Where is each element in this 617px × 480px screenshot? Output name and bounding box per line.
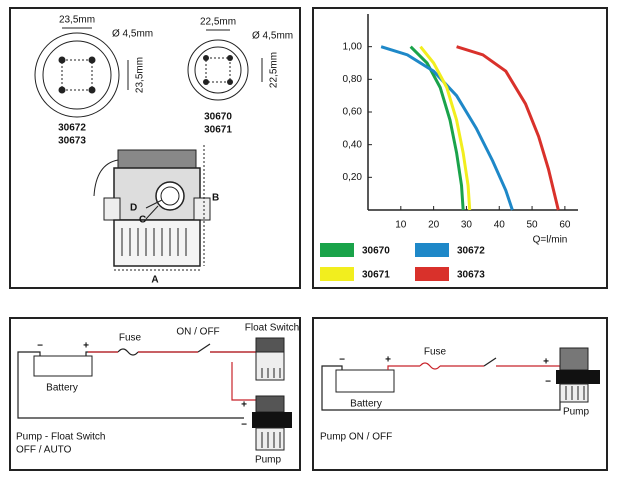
model: 30670	[204, 112, 232, 123]
caption: Pump ON / OFF	[320, 432, 392, 443]
caption: OFF / AUTO	[16, 445, 72, 456]
label: Float Switch	[245, 323, 299, 334]
curve	[380, 45, 514, 211]
label: Battery	[350, 399, 382, 410]
x-axis-label: Q=l/min	[533, 235, 568, 246]
label: Pump	[255, 455, 282, 466]
pump-drawing	[93, 145, 211, 271]
flange-small	[187, 29, 263, 101]
y-tick-label: 0,80	[343, 74, 363, 85]
panel	[9, 7, 301, 289]
y-tick-label: 0,60	[343, 107, 363, 118]
legend-label: 30672	[457, 246, 485, 257]
curve	[456, 45, 560, 211]
legend-swatch	[320, 243, 354, 257]
model: 30673	[58, 136, 86, 147]
dim-label: B	[212, 193, 219, 204]
caption: Pump - Float Switch	[16, 432, 105, 443]
dim: Ø 4,5mm	[112, 29, 153, 40]
legend-swatch	[320, 267, 354, 281]
flange-large	[34, 27, 129, 118]
legend-label: 30671	[362, 270, 390, 281]
label: Pump	[563, 407, 590, 418]
x-tick-label: 10	[395, 220, 407, 231]
model: 30671	[204, 125, 232, 136]
chart: 0,20 0,40 0,60 0,80 1,00 10 20 30 40 50 60 Q=l/min 3…	[320, 14, 578, 281]
legend-swatch	[415, 243, 449, 257]
dim-label: A	[151, 275, 158, 286]
sign: +	[543, 357, 549, 368]
legend-swatch	[415, 267, 449, 281]
model: 30672	[58, 123, 86, 134]
x-tick-label: 40	[494, 220, 506, 231]
panel	[9, 317, 301, 471]
y-tick-label: 1,00	[343, 41, 363, 52]
wiring	[17, 337, 292, 451]
wiring	[321, 347, 600, 411]
x-tick-label: 20	[428, 220, 440, 231]
x-tick-label: 30	[461, 220, 473, 231]
label: ON / OFF	[176, 327, 219, 338]
dim-label: C	[139, 215, 146, 226]
sign: +	[241, 400, 247, 411]
dim: 22,5mm	[200, 17, 236, 28]
label: Fuse	[424, 347, 447, 358]
curve	[409, 45, 465, 211]
dim: 22,5mm	[269, 52, 280, 88]
dim: Ø 4,5mm	[252, 31, 293, 42]
sign: +	[385, 355, 391, 366]
y-tick-label: 0,40	[343, 139, 363, 150]
curve	[419, 45, 472, 211]
sign: +	[83, 341, 89, 352]
dim-label: D	[130, 203, 137, 214]
sign: −	[339, 355, 345, 366]
x-tick-label: 60	[559, 220, 571, 231]
legend-label: 30670	[362, 246, 390, 257]
sign: −	[37, 341, 43, 352]
sign: −	[545, 377, 551, 388]
x-tick-label: 50	[527, 220, 539, 231]
legend-label: 30673	[457, 270, 485, 281]
y-tick-label: 0,20	[343, 172, 363, 183]
sign: −	[241, 420, 247, 431]
panel	[312, 317, 608, 471]
dim: 23,5mm	[135, 57, 146, 93]
label: Fuse	[119, 333, 142, 344]
label: Battery	[46, 383, 78, 394]
dim: 23,5mm	[59, 15, 95, 26]
panel	[312, 7, 608, 289]
